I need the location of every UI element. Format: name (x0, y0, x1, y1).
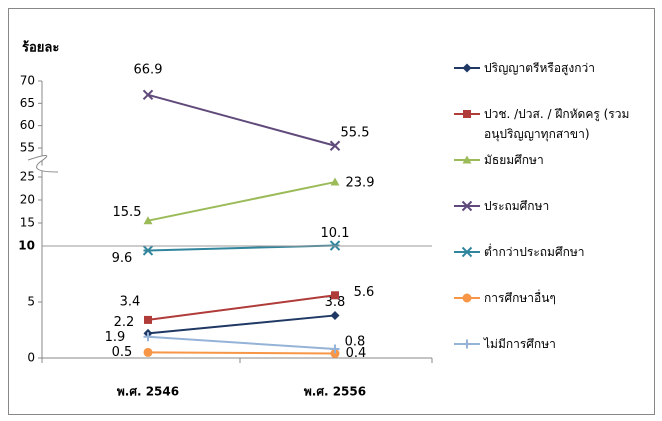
data-label: 55.5 (341, 125, 370, 140)
y-tick-label: 20 (20, 193, 35, 207)
line (147, 93, 336, 147)
legend-swatch (454, 155, 480, 164)
data-label: 0.4 (346, 346, 367, 361)
legend-swatch (454, 110, 480, 118)
marker (331, 291, 339, 300)
data-label: 3.4 (120, 294, 141, 309)
legend-label: การศึกษาอื่นๆ (484, 291, 556, 305)
legend-item: มัธยมศึกษา (452, 150, 657, 170)
data-label: 2.2 (114, 315, 135, 330)
legend-swatch (454, 246, 480, 258)
legend: ปริญญาตรีหรือสูงกว่าปวช. /ปวส. / ฝึกหัดค… (452, 58, 657, 354)
marker (329, 140, 341, 151)
y-tick-label: 65 (20, 96, 35, 110)
legend-item: ไม่มีการศึกษา (452, 334, 657, 354)
y-tick-label: 5 (27, 295, 35, 309)
legend-item: ปริญญาตรีหรือสูงกว่า (452, 58, 657, 78)
line (147, 351, 336, 355)
data-label: 66.9 (134, 62, 163, 77)
data-label: 10.1 (321, 226, 350, 241)
x-tick-label: พ.ศ. 2546 (117, 385, 179, 399)
marker (330, 344, 340, 354)
chart-border (8, 8, 655, 415)
legend-label: มัธยมศึกษา (484, 153, 544, 167)
marker (462, 155, 472, 164)
marker (330, 310, 340, 320)
marker (463, 110, 471, 118)
legend-label: ประถมศึกษา (484, 199, 550, 213)
marker (462, 339, 472, 349)
line (147, 181, 336, 222)
legend-item: ปวช. /ปวส. / ฝึกหัดครู (รวมอนุปริญญาทุกส… (452, 104, 657, 144)
y-axis-label: ร้อยละ (22, 40, 59, 56)
data-label: 9.6 (112, 251, 133, 266)
legend-item: ต่ำกว่าประถมศึกษา (452, 242, 657, 262)
legend-label: ปวช. /ปวส. / ฝึกหัดครู (รวมอนุปริญญาทุกส… (484, 107, 630, 141)
legend-item: การศึกษาอื่นๆ (452, 288, 657, 308)
data-label: 3.8 (325, 295, 346, 310)
marker (143, 332, 153, 342)
marker (461, 200, 473, 212)
marker (461, 246, 473, 258)
line (147, 294, 336, 321)
marker (142, 89, 154, 101)
y-tick-label: 0 (27, 351, 35, 365)
marker (330, 177, 340, 186)
data-label: 15.5 (113, 205, 142, 220)
legend-swatch (454, 339, 480, 349)
legend-label: ไม่มีการศึกษา (484, 337, 556, 351)
legend-item: ประถมศึกษา (452, 196, 657, 216)
x-tick-label: พ.ศ. 2556 (304, 385, 366, 399)
legend-swatch (454, 63, 480, 73)
legend-swatch (454, 293, 480, 303)
line (147, 314, 336, 335)
legend-label: ต่ำกว่าประถมศึกษา (484, 245, 585, 259)
y-tick-label: 15 (20, 216, 35, 230)
data-label: 23.9 (346, 176, 375, 191)
marker (142, 245, 154, 256)
marker (462, 63, 472, 73)
axis-break (27, 155, 59, 173)
data-label: 0.5 (112, 345, 133, 360)
marker (462, 293, 472, 303)
legend-label: ปริญญาตรีหรือสูงกว่า (484, 61, 595, 75)
y-tick-label: 10 (18, 239, 35, 253)
marker (143, 216, 153, 225)
y-tick-label: 55 (20, 141, 35, 155)
marker (143, 347, 153, 357)
y-tick-label: 25 (20, 170, 35, 184)
data-label: 1.9 (105, 330, 126, 345)
data-label: 0.8 (345, 335, 366, 350)
data-label: 5.6 (354, 285, 375, 300)
y-tick-label: 60 (20, 118, 35, 132)
marker (144, 315, 152, 324)
y-tick-label: 70 (20, 74, 35, 88)
legend-swatch (454, 200, 480, 212)
line (147, 335, 336, 351)
